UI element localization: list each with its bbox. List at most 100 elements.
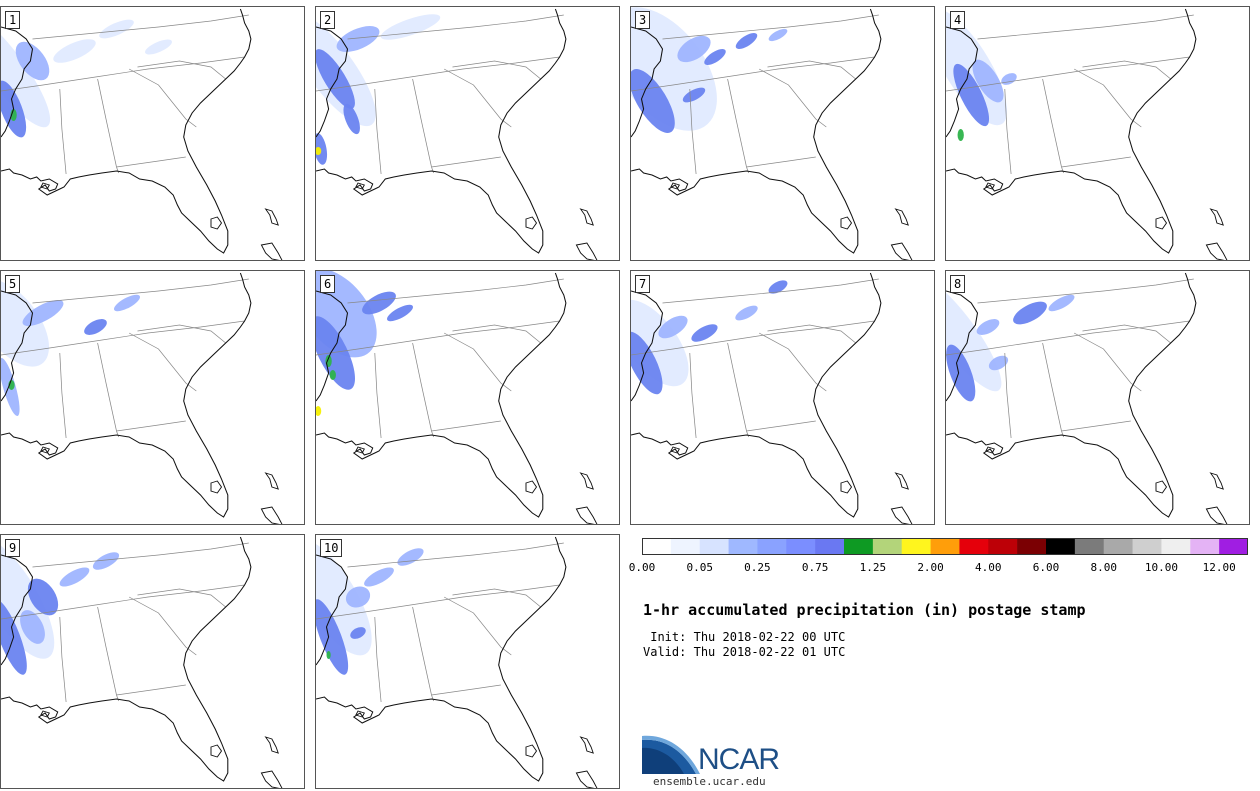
island-outline	[210, 480, 223, 494]
state-boundary	[443, 596, 512, 656]
member-number-2: 2	[320, 11, 336, 29]
precip-area	[387, 304, 413, 322]
island-outline	[1209, 472, 1224, 490]
island-outline	[1205, 506, 1228, 524]
colorbar-swatch	[844, 538, 874, 555]
island-outline	[525, 480, 538, 494]
island-outline	[1155, 216, 1168, 230]
state-boundary	[431, 684, 501, 696]
state-boundary	[116, 420, 186, 432]
precip-area	[99, 19, 134, 39]
state-boundary	[977, 14, 1194, 40]
valid-label: Valid:	[643, 645, 687, 659]
precip-map-6	[316, 271, 598, 524]
precip-area	[114, 294, 140, 312]
coastline	[946, 272, 1197, 518]
island-outline	[575, 242, 598, 260]
precip-area	[326, 651, 331, 659]
member-number-5: 5	[5, 275, 21, 293]
precip-area	[397, 548, 424, 566]
precip-area	[22, 300, 64, 326]
state-boundary	[431, 156, 501, 168]
colorbar-swatch	[1219, 538, 1248, 555]
figure-title: 1-hr accumulated precipitation (in) post…	[643, 601, 1086, 619]
valid-time: Thu 2018-02-22 01 UTC	[693, 645, 846, 659]
precip-map-10	[316, 536, 598, 788]
precip-area	[92, 552, 120, 570]
precip-area	[768, 28, 788, 42]
precip-map-2	[316, 8, 598, 260]
state-boundary	[347, 542, 564, 568]
state-boundary	[946, 320, 1190, 356]
precip-area	[316, 49, 355, 109]
init-label: Init:	[643, 630, 687, 644]
precip-area	[316, 147, 322, 155]
member-number-6: 6	[320, 275, 336, 293]
member-panel-4: 4	[945, 6, 1250, 261]
colorbar-swatch	[815, 538, 845, 555]
state-boundary	[1042, 342, 1064, 438]
island-outline	[1155, 480, 1168, 494]
state-boundary	[946, 56, 1190, 92]
precip-area	[1, 80, 27, 138]
colorbar-tick-label: 0.25	[744, 561, 771, 574]
precip-area	[953, 63, 990, 127]
precip-area	[364, 567, 394, 587]
island-outline	[264, 736, 279, 754]
island-outline	[260, 242, 283, 260]
coastline	[1, 8, 252, 254]
precip-area	[704, 48, 726, 66]
island-outline	[264, 208, 279, 226]
colorbar-swatch	[642, 538, 672, 555]
member-panel-10: 10	[315, 534, 620, 789]
colorbar-swatch	[930, 538, 960, 555]
precip-area	[380, 14, 441, 40]
colorbar-swatch	[757, 538, 787, 555]
island-outline	[355, 710, 365, 718]
state-boundary	[412, 606, 434, 702]
precip-area	[691, 324, 718, 342]
colorbar-tick-label: 4.00	[975, 561, 1002, 574]
precip-area	[53, 39, 96, 63]
precip-area	[768, 280, 788, 294]
state-boundary	[1073, 68, 1142, 128]
state-boundary	[1, 320, 245, 356]
colorbar-swatch	[872, 538, 903, 555]
precip-area	[988, 355, 1009, 371]
island-outline	[985, 446, 995, 454]
precip-area	[972, 59, 1004, 103]
state-boundary	[412, 342, 434, 438]
precip-area	[144, 39, 173, 55]
coastline	[946, 8, 1197, 254]
precip-area	[20, 610, 45, 644]
coastline	[316, 536, 567, 782]
precip-area	[735, 305, 758, 321]
state-boundary	[32, 278, 249, 304]
state-boundary	[1, 56, 245, 92]
state-boundary	[1082, 324, 1171, 344]
valid-line: Valid: Thu 2018-02-22 01 UTC	[643, 645, 845, 659]
member-panel-8: 8	[945, 270, 1250, 525]
island-outline	[670, 446, 680, 454]
precip-area	[677, 35, 711, 63]
member-number-10: 10	[320, 539, 343, 557]
precip-area	[976, 319, 1000, 335]
precip-map-8	[946, 272, 1228, 524]
member-panel-1: 1	[0, 6, 305, 261]
precip-area	[329, 370, 336, 380]
island-outline	[1205, 242, 1228, 260]
precip-area	[631, 331, 663, 395]
state-boundary	[1061, 420, 1131, 432]
state-boundary	[59, 88, 67, 175]
state-boundary	[1061, 156, 1131, 168]
state-boundary	[59, 616, 67, 703]
state-boundary	[631, 320, 875, 356]
coastline	[1, 272, 252, 518]
state-boundary	[452, 60, 541, 80]
state-boundary	[32, 542, 249, 568]
ncar-url: ensemble.ucar.edu	[653, 775, 766, 788]
precip-area	[316, 406, 322, 416]
state-boundary	[316, 320, 560, 356]
precip-area	[1013, 301, 1047, 325]
